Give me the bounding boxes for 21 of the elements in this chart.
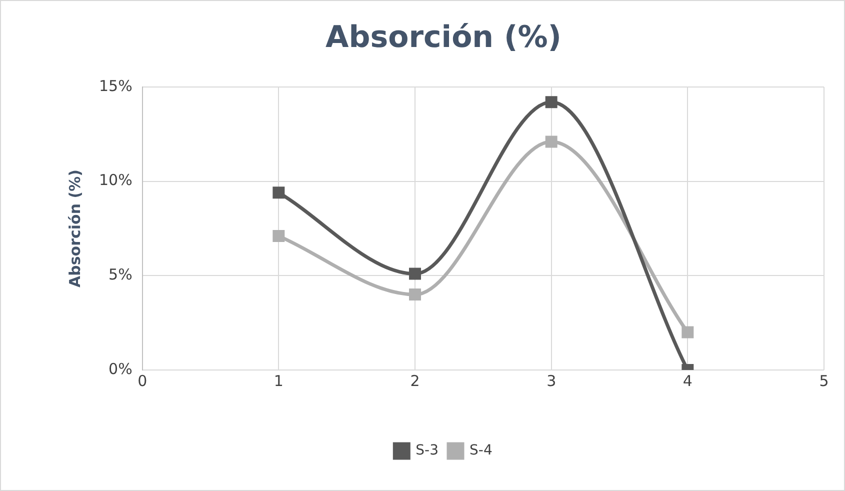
point: [545, 96, 558, 108]
x-tick-label: 0: [138, 372, 148, 390]
x-tick-label: 1: [274, 372, 284, 390]
y-tick-label: 10%: [98, 171, 132, 190]
x-tick-label: 2: [410, 372, 420, 390]
x-tick-label: 3: [546, 372, 556, 390]
x-tick-label: 4: [682, 372, 692, 390]
point: [682, 326, 694, 338]
legend-label: S-4: [470, 442, 492, 459]
point: [272, 186, 285, 199]
y-tick-label: 0%: [108, 360, 132, 378]
point: [409, 268, 421, 280]
y-tick-label: 15%: [98, 76, 132, 95]
legend-label: S-3: [416, 442, 439, 459]
y-axis-title: Absorción (%): [66, 170, 84, 288]
point: [545, 136, 558, 148]
chart-title: Absorción (%): [326, 20, 562, 55]
y-tick-label: 5%: [108, 266, 132, 284]
point: [272, 230, 285, 242]
point: [409, 288, 421, 301]
x-tick-label: 5: [819, 372, 829, 390]
